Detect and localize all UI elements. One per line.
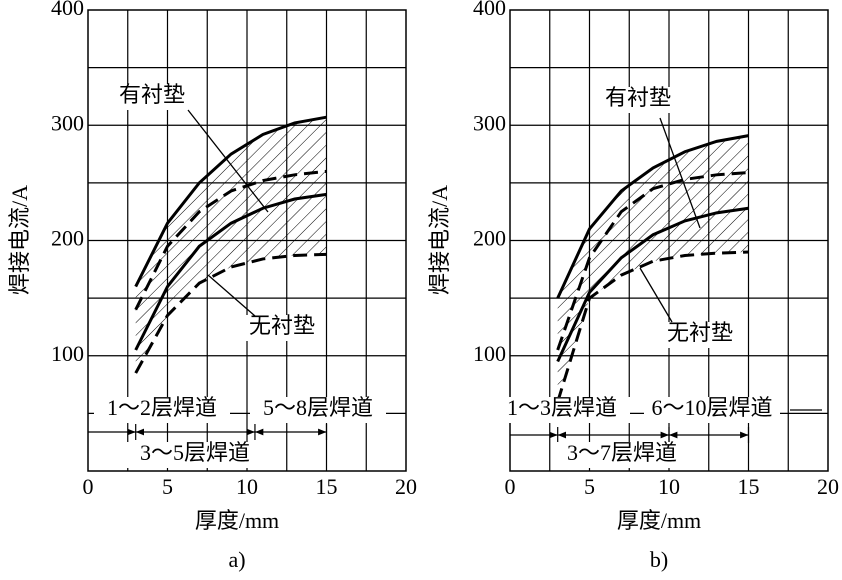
curve-label: 无衬垫 (667, 320, 733, 345)
x-tick-label: 5 (162, 474, 173, 499)
x-tick-label: 20 (395, 474, 417, 499)
curve (556, 171, 749, 351)
curve-label: 有衬垫 (119, 82, 185, 107)
pass-label: 3～5层焊道 (140, 440, 250, 465)
y-axis-title: 焊接电流/A (7, 185, 32, 295)
x-axis-title: 厚度/mm (617, 508, 701, 533)
y-tick-label: 300 (51, 110, 84, 135)
label-bg (127, 442, 263, 468)
label-bg (494, 397, 630, 423)
curve-label: 无衬垫 (249, 313, 315, 338)
x-tick-label: 0 (505, 474, 516, 499)
curve (556, 134, 749, 299)
y-tick-label: 100 (473, 341, 506, 366)
pass-label: 5～8层焊道 (263, 395, 373, 420)
label-bg (602, 87, 674, 113)
subplot-label: b) (650, 547, 668, 572)
curve (134, 169, 327, 311)
x-tick-label: 15 (738, 474, 760, 499)
y-tick-label: 400 (51, 0, 84, 20)
leader-line (207, 274, 256, 317)
curve (134, 115, 327, 288)
curve (134, 252, 327, 374)
pass-label: 1～3层焊道 (507, 395, 617, 420)
label-bg (664, 322, 736, 348)
y-tick-label: 300 (473, 110, 506, 135)
x-tick-label: 10 (658, 474, 680, 499)
label-bg (94, 397, 230, 423)
x-tick-label: 0 (83, 474, 94, 499)
x-tick-label: 15 (316, 474, 338, 499)
leader-line (187, 109, 269, 213)
x-tick-label: 20 (817, 474, 839, 499)
label-bg (554, 442, 690, 468)
label-bg (246, 315, 318, 341)
pass-label: 6～10层焊道 (651, 395, 772, 420)
x-axis-title: 厚度/mm (195, 508, 279, 533)
label-bg (644, 397, 780, 423)
plot-frame (87, 9, 407, 472)
curve-label: 有衬垫 (605, 85, 671, 110)
y-tick-label: 200 (51, 226, 84, 251)
label-bg (250, 397, 386, 423)
y-axis-title: 焊接电流/A (427, 185, 452, 295)
label-bg (116, 84, 188, 110)
leader-line (639, 267, 673, 323)
pass-label: 3～7层焊道 (567, 440, 677, 465)
y-tick-label: 200 (473, 226, 506, 251)
hatch-band (135, 117, 327, 374)
curve (556, 250, 749, 403)
curve (556, 206, 749, 363)
y-tick-label: 400 (473, 0, 506, 20)
leader-line (659, 117, 701, 229)
y-tick-label: 100 (51, 341, 84, 366)
plot-frame (509, 9, 829, 472)
hatch-band (557, 135, 749, 402)
x-tick-label: 5 (584, 474, 595, 499)
subplot-label: a) (228, 547, 245, 572)
pass-label: 1～2层焊道 (107, 395, 217, 420)
x-tick-label: 10 (236, 474, 258, 499)
curve (134, 192, 327, 351)
